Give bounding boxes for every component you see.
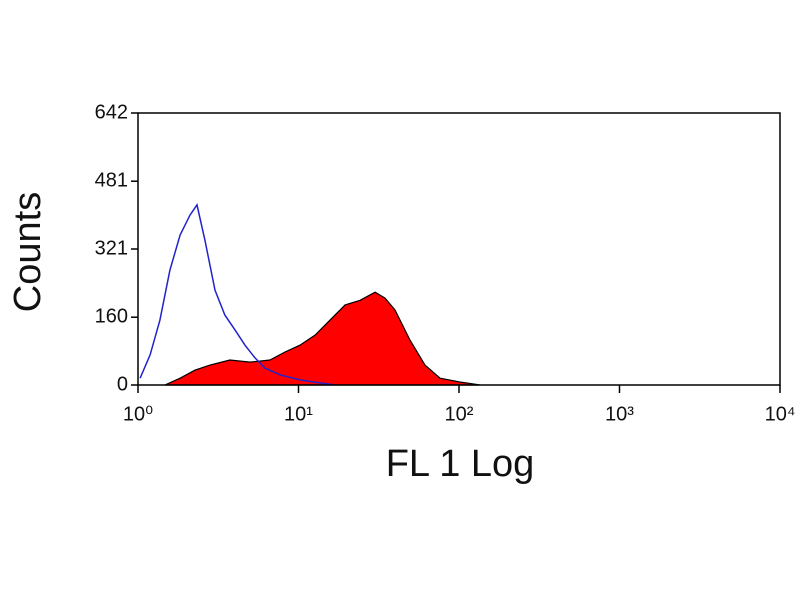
x-tick-label: 10³ <box>605 403 634 425</box>
y-axis-label: Counts <box>7 192 49 312</box>
histogram-area <box>164 291 480 386</box>
x-tick-label: 10¹ <box>284 403 313 425</box>
x-axis-label: FL 1 Log <box>386 443 535 485</box>
y-tick-label: 321 <box>95 237 128 259</box>
y-tick-label: 481 <box>95 169 128 191</box>
plot-frame <box>137 112 781 386</box>
histogram-line <box>139 203 336 386</box>
x-tick-label: 10⁴ <box>765 403 796 425</box>
x-tick-label: 10² <box>445 403 474 425</box>
y-tick-label: 642 <box>95 101 128 123</box>
y-tick-label: 0 <box>117 373 128 395</box>
x-tick-label: 10⁰ <box>123 403 153 425</box>
y-tick-label: 160 <box>95 305 128 327</box>
